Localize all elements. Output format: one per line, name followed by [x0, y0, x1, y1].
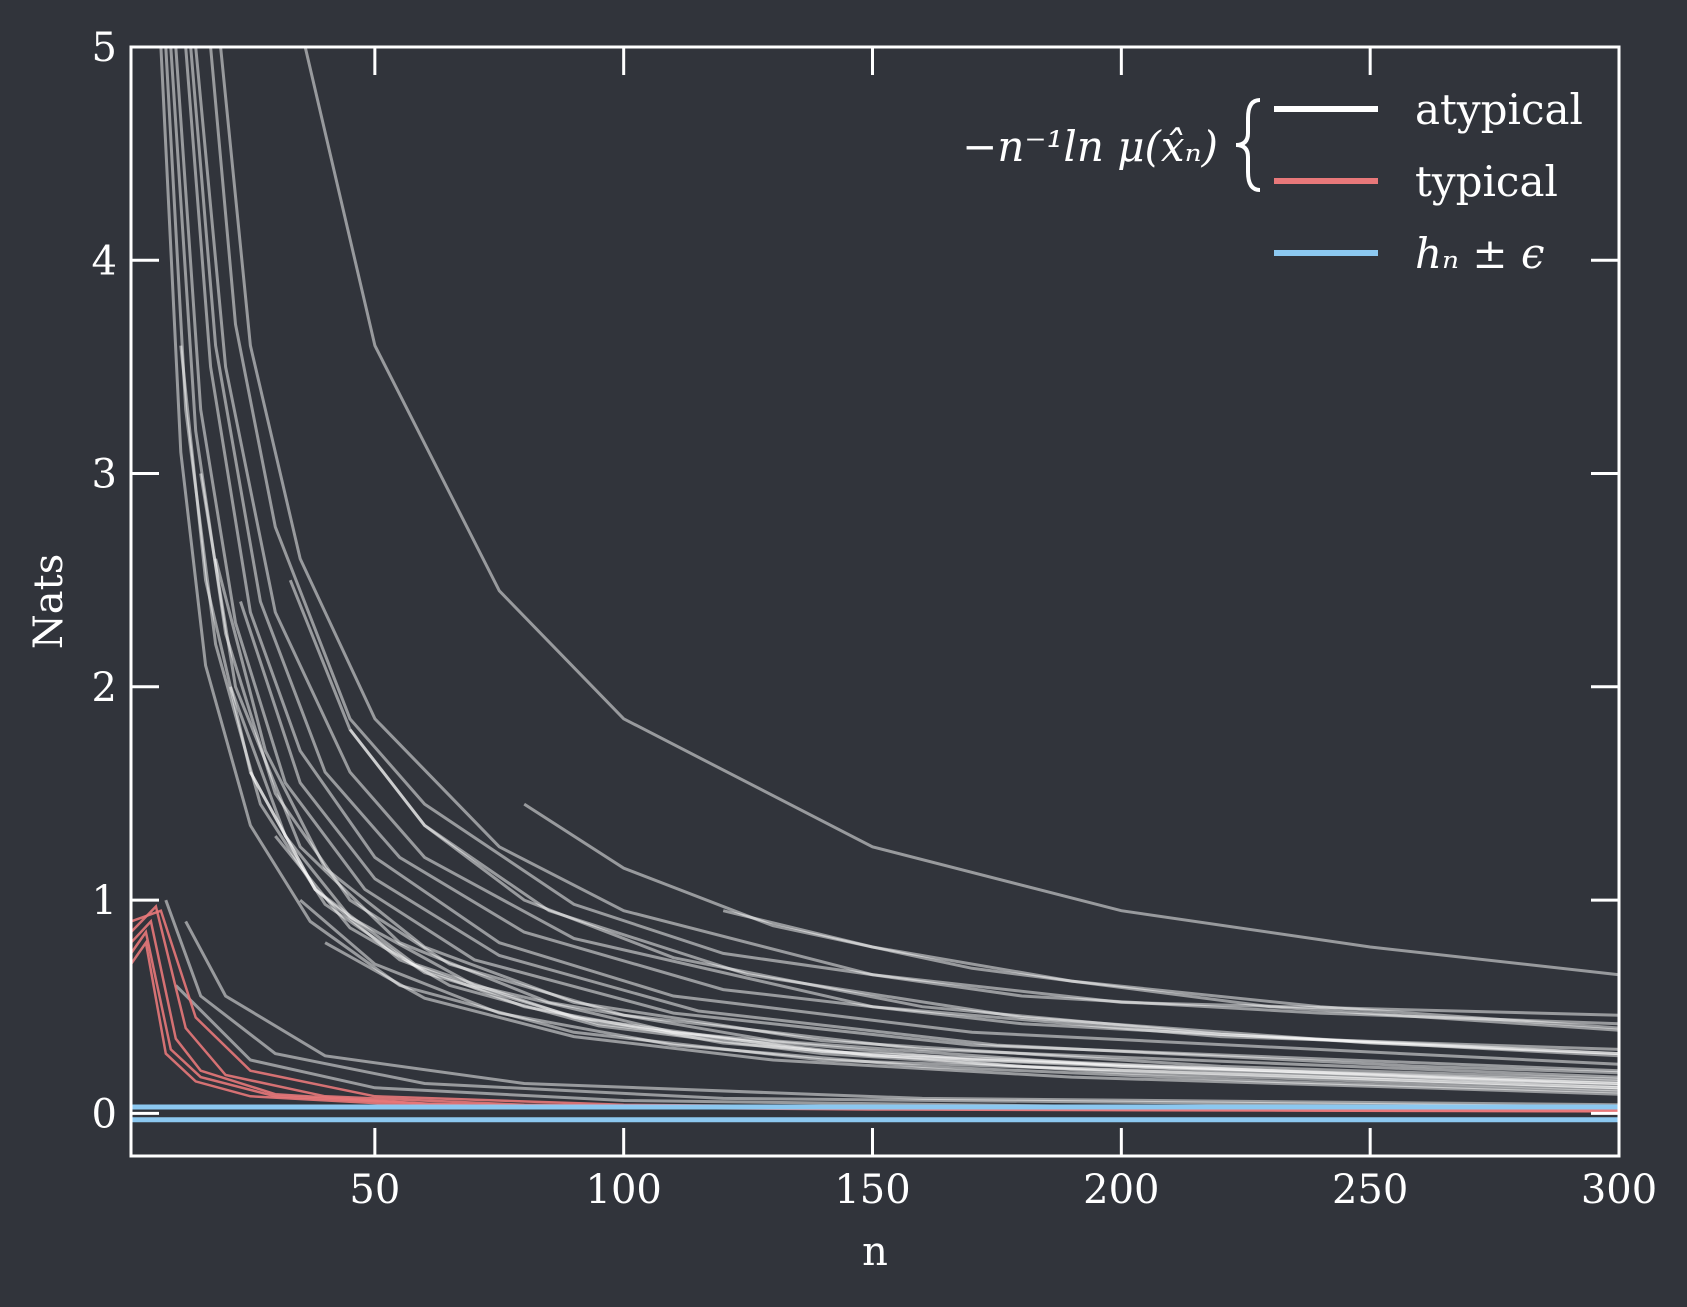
atypical-series-line-11 [214, 558, 1620, 1081]
legend-entries: atypical typical hₙ ± ϵ [1274, 85, 1583, 278]
y-tick-label: 3 [92, 452, 117, 498]
atypical-series-line-16 [324, 941, 1620, 1096]
atypical-lines [159, 46, 1620, 1111]
y-axis-title: Nats [26, 554, 72, 649]
y-tick-label: 4 [92, 238, 117, 284]
x-tick-label: 200 [1083, 1167, 1159, 1213]
y-tick-label: 0 [92, 1091, 117, 1137]
atypical-series-line-25 [184, 920, 1620, 1107]
legend-brace-icon [1235, 98, 1261, 192]
x-tick-label: 50 [349, 1167, 400, 1213]
entropy-band [131, 1104, 1619, 1123]
atypical-series-line-4 [194, 46, 1620, 1051]
x-tick-label: 100 [586, 1167, 662, 1213]
atypical-series-line-6 [184, 46, 1620, 1066]
atypical-series-line-2 [219, 46, 1620, 1017]
atypical-series-line-23 [722, 909, 1620, 1030]
legend-brace-label: −n⁻¹ln μ(x̂ₙ) [962, 122, 1218, 171]
atypical-series-line-18 [179, 345, 1620, 1088]
x-tick-label: 300 [1581, 1167, 1657, 1213]
atypical-series-line-14 [274, 835, 1620, 1092]
x-axis-title: n [862, 1229, 888, 1275]
atypical-series-line-15 [299, 898, 1620, 1094]
atypical-series-line-12 [229, 686, 1620, 1085]
legend: −n⁻¹ln μ(x̂ₙ) atypical typical hₙ ± ϵ [962, 85, 1583, 278]
legend-label-3: hₙ ± ϵ [1415, 229, 1545, 278]
x-tick-label: 150 [834, 1167, 910, 1213]
y-axis-ticks: 0 1 2 3 4 5 [92, 25, 1619, 1137]
y-tick-label: 5 [92, 25, 117, 71]
atypical-series-line-3 [209, 46, 1620, 1026]
atypical-series-line-1 [303, 46, 1620, 977]
y-tick-label: 1 [92, 878, 117, 924]
atypical-series-line-7 [174, 46, 1620, 1073]
x-axis-ticks: 50 100 150 200 250 300 [349, 47, 1657, 1213]
atypical-series-line-19 [239, 601, 1620, 1075]
atypical-series-line-24 [164, 899, 1620, 1109]
y-tick-label: 2 [92, 665, 117, 711]
atypical-series-line-21 [348, 728, 1620, 1056]
atypical-series-line-5 [189, 46, 1620, 1058]
legend-label-1: atypical [1415, 85, 1583, 134]
plot-frame [129, 45, 1621, 1158]
legend-label-2: typical [1415, 157, 1558, 206]
x-tick-label: 250 [1332, 1167, 1408, 1213]
